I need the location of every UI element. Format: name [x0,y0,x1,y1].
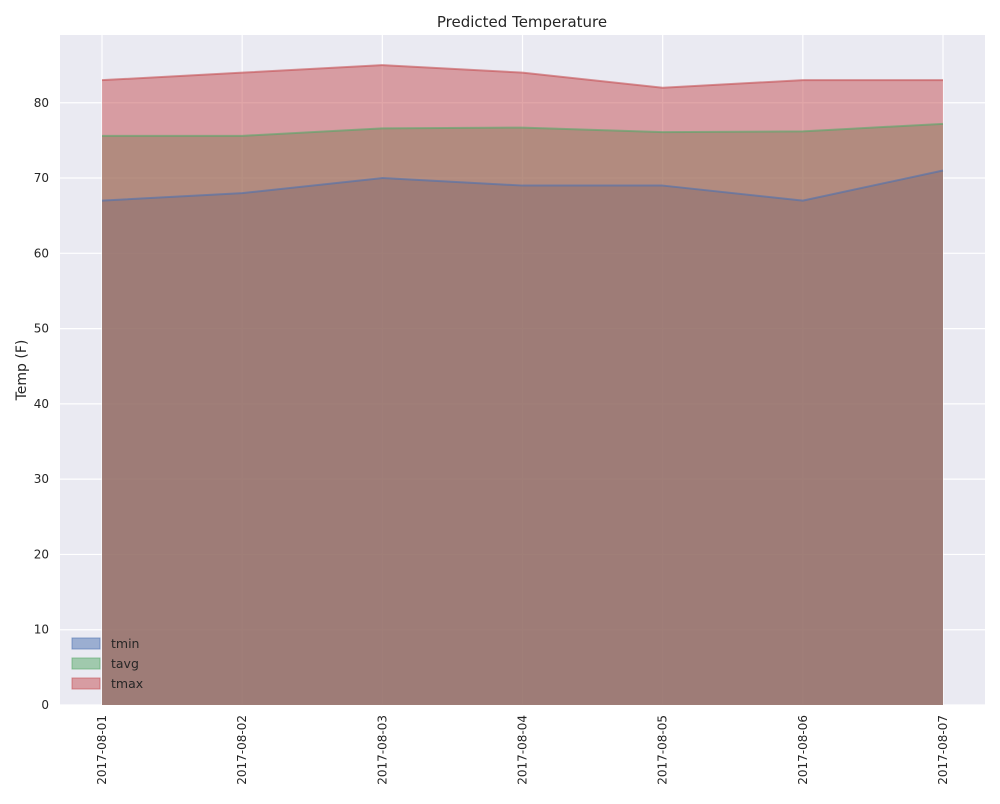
y-tick-label: 50 [34,322,49,336]
y-axis-ticks: 0 10 20 30 40 50 60 70 80 [34,96,49,712]
chart-title: Predicted Temperature [437,13,607,31]
y-tick-label: 60 [34,246,49,260]
x-tick-label: 2017-08-07 [936,715,950,785]
y-tick-label: 30 [34,472,49,486]
y-tick-label: 70 [34,171,49,185]
y-tick-label: 80 [34,96,49,110]
x-tick-label: 2017-08-02 [235,715,249,785]
line-tavg [102,122,944,137]
x-axis-ticks: 2017-08-01 2017-08-02 2017-08-03 2017-08-04… [95,715,950,785]
legend-label-tavg: tavg [111,656,139,671]
x-tick-label: 2017-08-03 [375,715,389,785]
legend-swatch-tmax [71,677,101,690]
line-tmax [101,64,943,89]
legend-swatch-tmin [71,637,101,650]
x-tick-label: 2017-08-05 [656,715,670,785]
y-axis-title: Temp (F) [14,340,30,402]
y-tick-label: 10 [34,623,49,637]
legend: tmin tavg tmax [71,636,143,691]
line-tmin [101,169,944,202]
series-areas [102,65,943,705]
y-tick-label: 20 [34,547,49,561]
x-tick-label: 2017-08-04 [516,715,530,785]
x-tick-label: 2017-08-06 [796,715,810,785]
legend-label-tmax: tmax [111,676,143,691]
legend-label-tmin: tmin [111,636,139,651]
legend-swatch-tavg [71,657,101,670]
y-tick-label: 0 [41,698,49,712]
area-tmax [102,65,943,705]
x-tick-label: 2017-08-01 [95,715,109,785]
series-lines [101,64,944,202]
y-tick-label: 40 [34,397,49,411]
